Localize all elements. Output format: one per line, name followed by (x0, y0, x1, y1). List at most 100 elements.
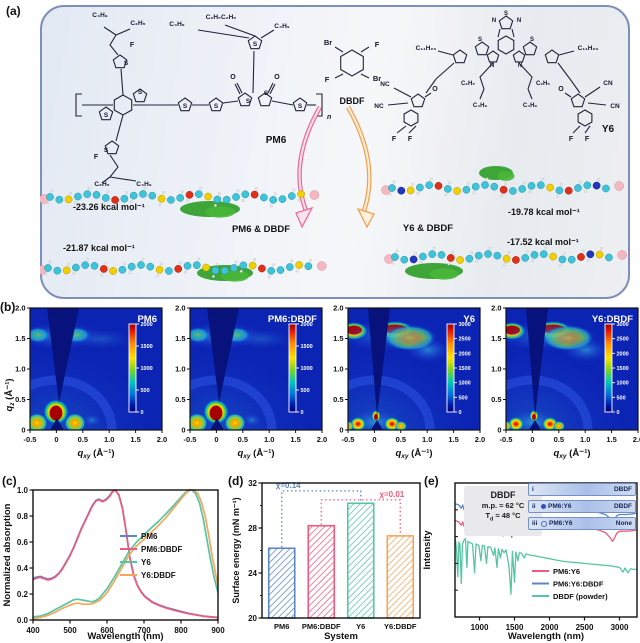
x-tick-label: 2.0 (157, 435, 167, 444)
atom (400, 255, 409, 264)
atom (507, 251, 511, 255)
atom (504, 182, 508, 186)
interaction-surface (205, 206, 235, 218)
bond (587, 102, 607, 106)
atom-label-c2h5: C₂H₅ (130, 20, 145, 27)
x-tick-label: 2500 (576, 623, 594, 632)
colorbar-tick-label: 2000 (141, 322, 153, 328)
atom (605, 253, 613, 262)
vial-content: None (615, 520, 632, 527)
atom (215, 262, 219, 266)
bond (424, 92, 432, 98)
atom (528, 190, 531, 194)
scatter-feature (395, 421, 407, 430)
x-tick-label: 800 (174, 626, 188, 635)
atom-label-f: F (408, 136, 413, 143)
atom (192, 261, 201, 270)
bond (360, 46, 370, 53)
atom-label-s: S (530, 37, 534, 43)
legend-label: PM6 (141, 532, 158, 541)
vial-dot-open-icon (541, 520, 547, 527)
y-tick-label: 0.8 (17, 512, 29, 521)
atom (146, 262, 155, 271)
repeat-unit-n: n (327, 114, 331, 121)
colorbar-tick-label: 500 (141, 388, 150, 394)
axis-ticks: 20 24 28 32 PM6 PM6:DBDF Y6 Y6:DBDF (248, 479, 417, 631)
y-tick-label: 0 (181, 426, 185, 435)
axis-ticks: 400 500 600 700 800 900 0.0 0.2 0.4 0.6 0.8 1.0 (17, 486, 225, 635)
atom (156, 274, 160, 278)
vial-dot-filled-icon (541, 504, 546, 509)
atom (81, 261, 90, 269)
legend: PM6:Y6 PM6:Y6:DBDF DBDF (powder) (532, 567, 608, 601)
atom (236, 189, 240, 193)
colorbar-tick-label: 1000 (617, 381, 629, 387)
atom (129, 191, 138, 200)
atom (502, 254, 511, 263)
colorbar-tick-label: 0 (459, 410, 462, 416)
atom (583, 189, 587, 193)
atom (183, 262, 192, 270)
atom-label-c4h9: C₄H₉ (274, 23, 289, 30)
x-tick-label: 2.0 (633, 435, 640, 444)
atom (474, 251, 483, 260)
ring (104, 140, 120, 155)
atom-label-n: N (517, 18, 521, 24)
bond (396, 125, 407, 134)
ring (512, 50, 526, 63)
atom (581, 249, 585, 253)
atom (558, 263, 562, 267)
colorbar-tick-label: 1000 (141, 366, 153, 372)
legend: PM6 PM6:DBDF Y6 Y6:DBDF (120, 532, 182, 580)
x-tick-label: 1.5 (290, 435, 300, 444)
atom (416, 183, 424, 192)
bond (387, 102, 409, 106)
bond (109, 34, 119, 56)
bond (497, 28, 501, 38)
atom (99, 265, 108, 273)
atom-label-o: O (230, 74, 236, 81)
scatter-feature (30, 413, 48, 430)
x-tick-label: -0.5 (184, 435, 197, 444)
atom (469, 251, 473, 255)
atom (592, 181, 601, 190)
ring (544, 49, 560, 64)
x-axis-label: qxy (Å⁻¹) (553, 448, 590, 460)
atom-label-c2h5: C₂H₅ (536, 81, 550, 87)
y-axis-label: qz (Å⁻¹) (4, 378, 16, 411)
atom (462, 185, 471, 194)
vial-content: DBDF (613, 503, 632, 510)
atom (425, 181, 434, 189)
atom-label-f: F (325, 75, 330, 84)
y-tick-label: 1.5 (333, 334, 343, 343)
x-axis-label: Wavelength (nm) (87, 631, 163, 642)
atom (586, 250, 595, 259)
atom (530, 251, 539, 259)
y-tick-label: 0 (21, 426, 25, 435)
binding-energy: -23.26 kcal mol⁻¹ (73, 202, 145, 212)
panel-e-ftir-chart: 1000 1500 2000 2500 3000 Wavelength (nm) Inten… (422, 482, 638, 642)
atom-label-c4h9: C₄H₉ (523, 103, 538, 109)
ring (497, 35, 515, 55)
y-tick-label: 1.5 (491, 334, 501, 343)
atom (137, 261, 145, 269)
y-tick-label: 0 (497, 426, 501, 435)
ring (113, 94, 133, 116)
atom (419, 261, 423, 264)
bond (197, 29, 250, 39)
colorbar-tick-label: 1500 (617, 366, 629, 372)
atom (437, 251, 446, 259)
atom-label-s: S (253, 41, 258, 48)
atom (290, 259, 294, 263)
polymer-bracket (75, 93, 82, 117)
atom (518, 185, 527, 193)
bond (109, 176, 137, 182)
atom (453, 187, 461, 195)
giwaxs-title: Y6 (463, 314, 475, 325)
atom (120, 194, 129, 203)
atom (614, 181, 624, 191)
atom-label-s: S (104, 147, 109, 154)
atom (446, 254, 455, 262)
x-tick-label: 600 (100, 626, 114, 635)
